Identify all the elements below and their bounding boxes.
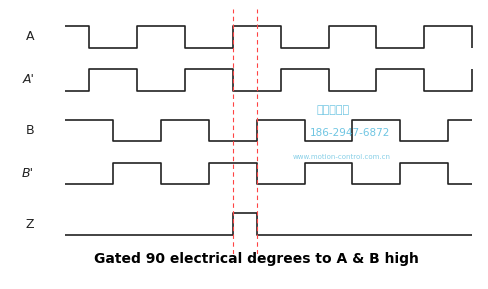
Text: 西安德伍拓: 西安德伍拓 <box>316 105 349 115</box>
Text: Gated 90 electrical degrees to A & B high: Gated 90 electrical degrees to A & B hig… <box>94 252 418 266</box>
Text: A': A' <box>22 73 34 86</box>
Text: 186-2947-6872: 186-2947-6872 <box>309 128 389 138</box>
Text: B: B <box>25 124 34 137</box>
Text: Z: Z <box>25 218 34 231</box>
Text: www.motion-control.com.cn: www.motion-control.com.cn <box>292 154 390 160</box>
Text: B': B' <box>22 167 34 180</box>
Text: A: A <box>25 30 34 43</box>
